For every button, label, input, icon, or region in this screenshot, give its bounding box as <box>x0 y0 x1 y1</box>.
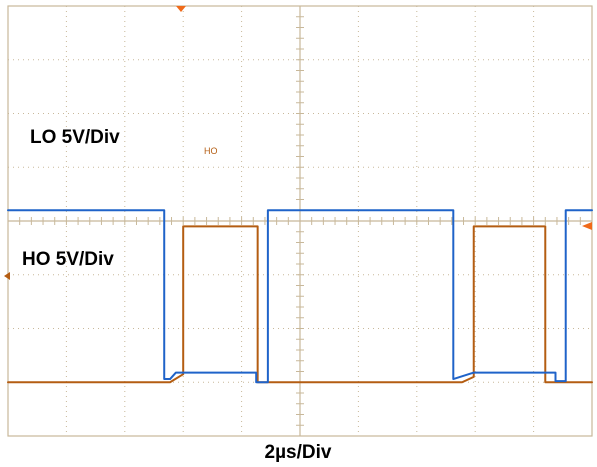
time-scale-label: 2µs/Div <box>265 442 332 463</box>
lo-channel-label: LO 5V/Div <box>30 127 120 148</box>
trigger-position-marker-icon <box>176 6 186 12</box>
ho-waveform-line <box>7 225 593 384</box>
lo-waveform-line <box>7 209 593 384</box>
plot-border <box>7 5 593 437</box>
trigger-level-marker-icon <box>582 222 592 230</box>
ho-trace-tag: HO <box>204 146 218 156</box>
waveform-layer <box>7 209 593 384</box>
ho-ground-marker-icon <box>4 272 10 280</box>
grid-layer <box>4 5 593 437</box>
label-layer: LO 5V/Div HO 5V/Div HO 2µs/Div <box>22 127 332 463</box>
ho-channel-label: HO 5V/Div <box>22 249 114 270</box>
